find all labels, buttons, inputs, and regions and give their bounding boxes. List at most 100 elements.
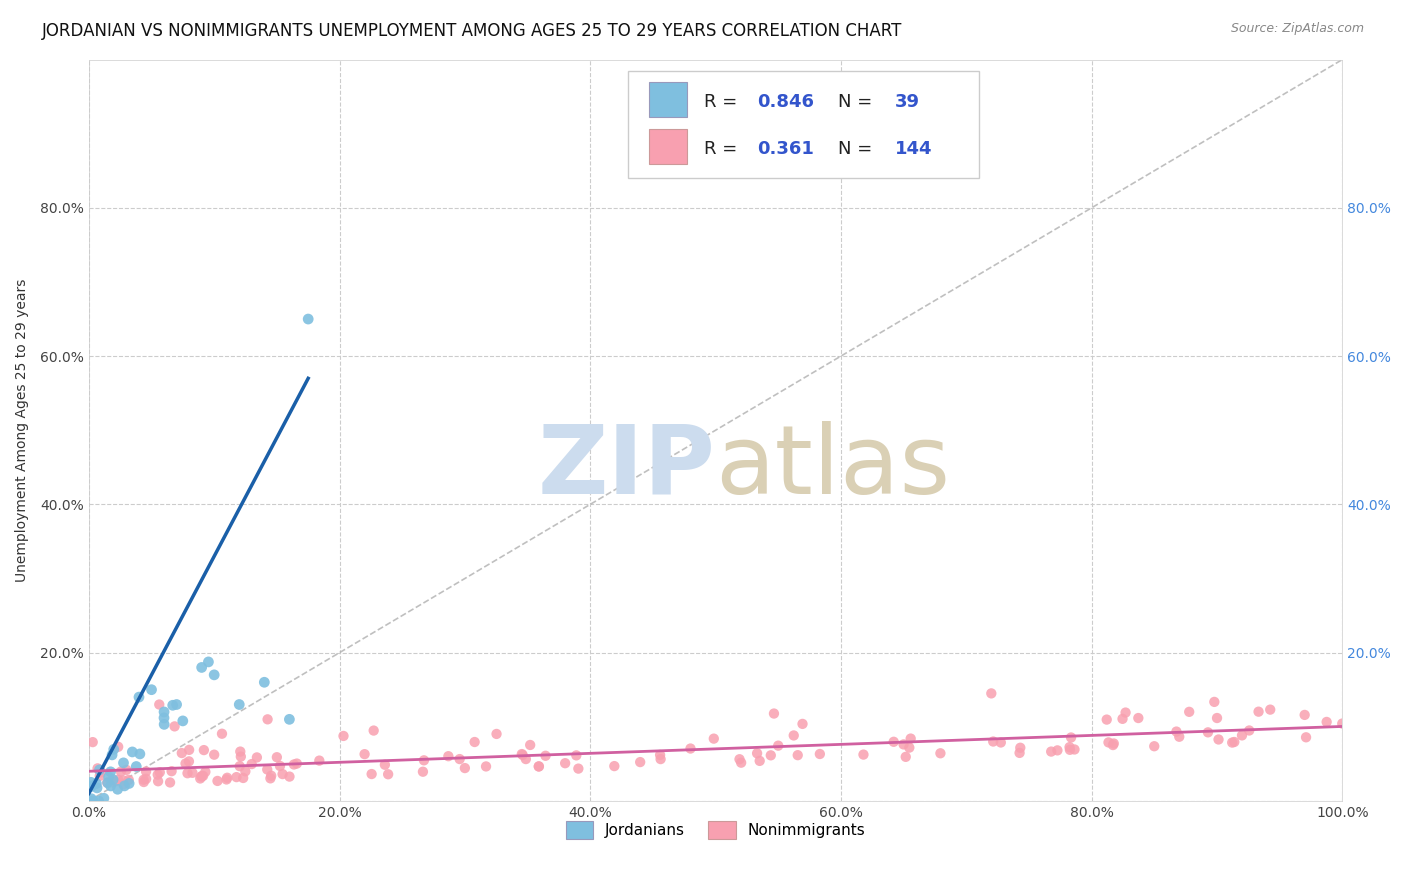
Point bbox=[89, 769, 111, 783]
Point bbox=[1247, 705, 1270, 719]
Point bbox=[1294, 707, 1316, 722]
Point bbox=[217, 771, 239, 785]
Point bbox=[745, 746, 768, 760]
Point bbox=[759, 748, 782, 763]
Text: 0.361: 0.361 bbox=[756, 140, 814, 159]
Text: 39: 39 bbox=[894, 94, 920, 112]
Point bbox=[79, 794, 101, 808]
Point bbox=[730, 756, 752, 770]
Point bbox=[118, 776, 141, 790]
Point bbox=[308, 754, 330, 768]
Point bbox=[703, 731, 725, 746]
Text: R =: R = bbox=[704, 94, 738, 112]
Point bbox=[1143, 739, 1166, 754]
Point bbox=[89, 763, 111, 777]
Point bbox=[149, 765, 172, 780]
Point bbox=[128, 690, 150, 705]
Point bbox=[229, 745, 252, 759]
Point bbox=[82, 735, 104, 749]
Point bbox=[153, 717, 176, 731]
Point bbox=[413, 753, 436, 767]
Text: 144: 144 bbox=[894, 140, 932, 159]
Point bbox=[172, 714, 194, 728]
Point bbox=[229, 749, 252, 764]
Point bbox=[980, 686, 1002, 700]
Point bbox=[80, 791, 103, 805]
Point bbox=[246, 750, 269, 764]
Point bbox=[97, 770, 120, 784]
Point bbox=[80, 780, 103, 794]
Point bbox=[792, 717, 814, 731]
Point bbox=[96, 775, 118, 789]
Point bbox=[211, 727, 233, 741]
Point bbox=[271, 767, 294, 781]
Point bbox=[990, 735, 1012, 749]
Point bbox=[101, 772, 124, 787]
Y-axis label: Unemployment Among Ages 25 to 29 years: Unemployment Among Ages 25 to 29 years bbox=[15, 278, 30, 582]
Point bbox=[97, 776, 120, 790]
Point bbox=[80, 775, 103, 789]
Point bbox=[190, 770, 212, 784]
Point bbox=[1102, 738, 1125, 752]
Point bbox=[202, 747, 225, 762]
Point bbox=[228, 759, 250, 773]
Point bbox=[193, 743, 215, 757]
Point bbox=[360, 767, 382, 781]
Point bbox=[253, 675, 276, 690]
Point bbox=[153, 705, 176, 719]
Point bbox=[170, 746, 193, 760]
Point bbox=[515, 752, 537, 766]
Legend: Jordanians, Nonimmigrants: Jordanians, Nonimmigrants bbox=[560, 815, 872, 845]
Point bbox=[86, 780, 108, 795]
Point bbox=[783, 729, 806, 743]
Point bbox=[1115, 706, 1137, 720]
Point bbox=[363, 723, 385, 738]
Point bbox=[260, 769, 283, 783]
Point bbox=[148, 698, 170, 712]
Point bbox=[332, 729, 354, 743]
Point bbox=[1060, 731, 1083, 745]
Point bbox=[112, 773, 135, 788]
Point bbox=[132, 775, 155, 789]
Point bbox=[1220, 735, 1243, 749]
Point bbox=[1111, 712, 1133, 726]
Point bbox=[86, 776, 108, 790]
Point bbox=[510, 747, 533, 761]
Point bbox=[1102, 737, 1125, 751]
Point bbox=[883, 735, 905, 749]
Point bbox=[1223, 735, 1246, 749]
Point bbox=[256, 712, 278, 726]
Point bbox=[100, 779, 122, 793]
Point bbox=[1059, 743, 1081, 757]
Point bbox=[527, 759, 550, 773]
Point bbox=[900, 731, 922, 746]
Point bbox=[266, 750, 288, 764]
Point bbox=[118, 772, 141, 787]
Point bbox=[194, 764, 217, 779]
Point bbox=[1295, 731, 1317, 745]
Point bbox=[174, 756, 197, 771]
Point bbox=[181, 765, 204, 780]
Point bbox=[146, 767, 169, 781]
Point bbox=[1239, 723, 1261, 738]
Text: atlas: atlas bbox=[716, 421, 950, 514]
Point bbox=[225, 770, 247, 784]
Point bbox=[1128, 711, 1150, 725]
Point bbox=[278, 712, 301, 726]
Point bbox=[648, 747, 671, 762]
Point bbox=[1316, 714, 1339, 729]
Text: R =: R = bbox=[704, 140, 738, 159]
Point bbox=[114, 779, 136, 793]
Point bbox=[1230, 728, 1253, 742]
Point bbox=[191, 769, 214, 783]
Point bbox=[412, 764, 434, 779]
Point bbox=[1331, 716, 1354, 731]
Point bbox=[197, 655, 219, 669]
Point bbox=[153, 711, 176, 725]
Point bbox=[1063, 742, 1085, 756]
Point bbox=[894, 749, 917, 764]
Point bbox=[1168, 730, 1191, 744]
Point bbox=[565, 748, 588, 763]
Point bbox=[808, 747, 831, 761]
Text: N =: N = bbox=[838, 94, 873, 112]
